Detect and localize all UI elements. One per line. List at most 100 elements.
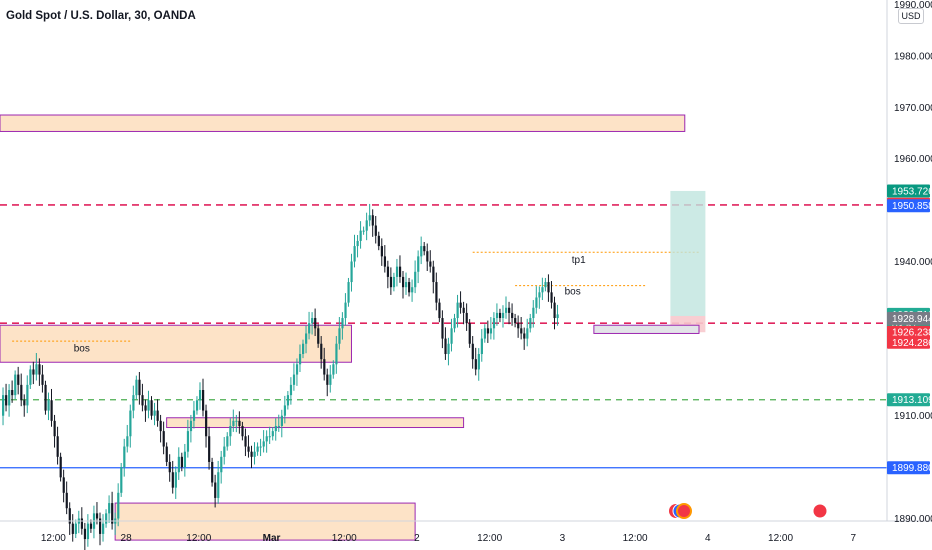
us-flag-event-icon[interactable] xyxy=(676,503,692,519)
candle-body[interactable] xyxy=(268,436,271,438)
candle-body[interactable] xyxy=(280,415,283,426)
candle-body[interactable] xyxy=(450,328,453,344)
candle-body[interactable] xyxy=(380,246,383,257)
candle-body[interactable] xyxy=(153,410,156,416)
candle-body[interactable] xyxy=(514,318,517,324)
chart-annotation[interactable]: tp1 xyxy=(572,255,586,266)
candle-body[interactable] xyxy=(141,395,144,406)
candle-body[interactable] xyxy=(320,343,323,360)
candle-body[interactable] xyxy=(417,256,420,272)
candle-body[interactable] xyxy=(292,374,296,385)
candle-body[interactable] xyxy=(368,215,371,221)
candle-body[interactable] xyxy=(544,282,547,288)
candle-body[interactable] xyxy=(459,302,462,308)
candle-body[interactable] xyxy=(226,436,229,447)
candle-body[interactable] xyxy=(68,508,71,524)
candle-body[interactable] xyxy=(274,425,277,432)
candle-body[interactable] xyxy=(505,307,508,313)
candle-body[interactable] xyxy=(553,302,556,319)
candle-body[interactable] xyxy=(377,235,380,247)
take-profit-zone[interactable] xyxy=(670,190,706,316)
candle-body[interactable] xyxy=(365,220,368,231)
candle-body[interactable] xyxy=(465,312,468,324)
candle-body[interactable] xyxy=(298,354,302,365)
candle-body[interactable] xyxy=(195,400,199,411)
candle-body[interactable] xyxy=(374,225,377,236)
candle-body[interactable] xyxy=(353,246,356,262)
candle-body[interactable] xyxy=(535,297,538,308)
candle-body[interactable] xyxy=(26,384,29,406)
candle-body[interactable] xyxy=(35,364,38,375)
candle-body[interactable] xyxy=(508,307,511,313)
candle-body[interactable] xyxy=(202,390,205,411)
candle-body[interactable] xyxy=(477,354,480,370)
candle-body[interactable] xyxy=(29,369,32,385)
candle-body[interactable] xyxy=(405,282,408,288)
candle-body[interactable] xyxy=(401,276,405,288)
candle-body[interactable] xyxy=(305,333,308,344)
candle-body[interactable] xyxy=(162,431,165,447)
candle-body[interactable] xyxy=(438,302,441,319)
candle-body[interactable] xyxy=(62,477,65,493)
candle-body[interactable] xyxy=(232,420,235,426)
candle-body[interactable] xyxy=(47,400,50,411)
candle-body[interactable] xyxy=(435,282,438,303)
candle-body[interactable] xyxy=(241,425,244,437)
candle-body[interactable] xyxy=(156,410,159,421)
candle-body[interactable] xyxy=(23,400,26,406)
candle-body[interactable] xyxy=(501,312,505,319)
us-flag-event-icon[interactable] xyxy=(812,503,828,519)
candle-body[interactable] xyxy=(59,456,62,478)
candle-body[interactable] xyxy=(147,400,150,411)
candle-body[interactable] xyxy=(341,318,344,329)
candle-body[interactable] xyxy=(323,359,326,375)
candle-body[interactable] xyxy=(38,364,41,375)
candle-body[interactable] xyxy=(447,343,450,355)
candle-body[interactable] xyxy=(229,425,232,437)
candle-body[interactable] xyxy=(108,503,111,514)
candle-body[interactable] xyxy=(180,456,183,468)
candle-body[interactable] xyxy=(211,461,214,483)
supply-zone[interactable] xyxy=(0,324,352,363)
chart-annotation[interactable]: bos xyxy=(74,343,90,354)
candle-body[interactable] xyxy=(462,307,465,313)
candle-body[interactable] xyxy=(253,451,256,457)
candle-body[interactable] xyxy=(168,461,171,473)
candle-body[interactable] xyxy=(356,240,359,247)
candle-body[interactable] xyxy=(517,323,520,329)
candle-body[interactable] xyxy=(538,292,541,298)
candle-body[interactable] xyxy=(217,472,220,498)
candle-body[interactable] xyxy=(474,359,477,370)
candle-body[interactable] xyxy=(347,282,350,303)
candle-body[interactable] xyxy=(44,384,47,411)
candle-body[interactable] xyxy=(492,318,496,329)
candle-body[interactable] xyxy=(105,513,108,524)
candle-body[interactable] xyxy=(283,405,287,416)
candle-body[interactable] xyxy=(444,338,447,355)
candle-body[interactable] xyxy=(395,266,399,277)
candle-body[interactable] xyxy=(295,364,299,375)
candle-body[interactable] xyxy=(383,256,387,267)
candle-body[interactable] xyxy=(498,312,502,319)
candle-body[interactable] xyxy=(111,503,114,524)
candle-body[interactable] xyxy=(362,230,365,232)
candle-body[interactable] xyxy=(547,282,550,293)
candle-body[interactable] xyxy=(511,312,514,319)
candle-body[interactable] xyxy=(338,328,341,344)
candle-body[interactable] xyxy=(123,446,126,468)
candle-body[interactable] xyxy=(429,261,432,267)
candle-body[interactable] xyxy=(532,307,535,319)
supply-zone[interactable] xyxy=(166,417,465,429)
candle-body[interactable] xyxy=(83,528,87,540)
candle-body[interactable] xyxy=(150,400,153,416)
candle-body[interactable] xyxy=(480,338,483,355)
candle-body[interactable] xyxy=(102,523,105,534)
candle-body[interactable] xyxy=(192,410,196,421)
candle-body[interactable] xyxy=(541,287,544,293)
candle-body[interactable] xyxy=(414,271,417,288)
candle-body[interactable] xyxy=(420,246,423,257)
candle-body[interactable] xyxy=(50,400,53,421)
candle-body[interactable] xyxy=(53,420,56,437)
candle-body[interactable] xyxy=(398,266,402,277)
